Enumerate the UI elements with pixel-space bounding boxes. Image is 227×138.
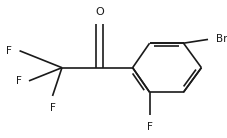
Text: F: F [49,104,55,113]
Text: F: F [16,76,21,86]
Text: O: O [95,7,104,17]
Text: F: F [6,46,12,56]
Text: Br: Br [216,34,227,44]
Text: F: F [147,122,153,132]
